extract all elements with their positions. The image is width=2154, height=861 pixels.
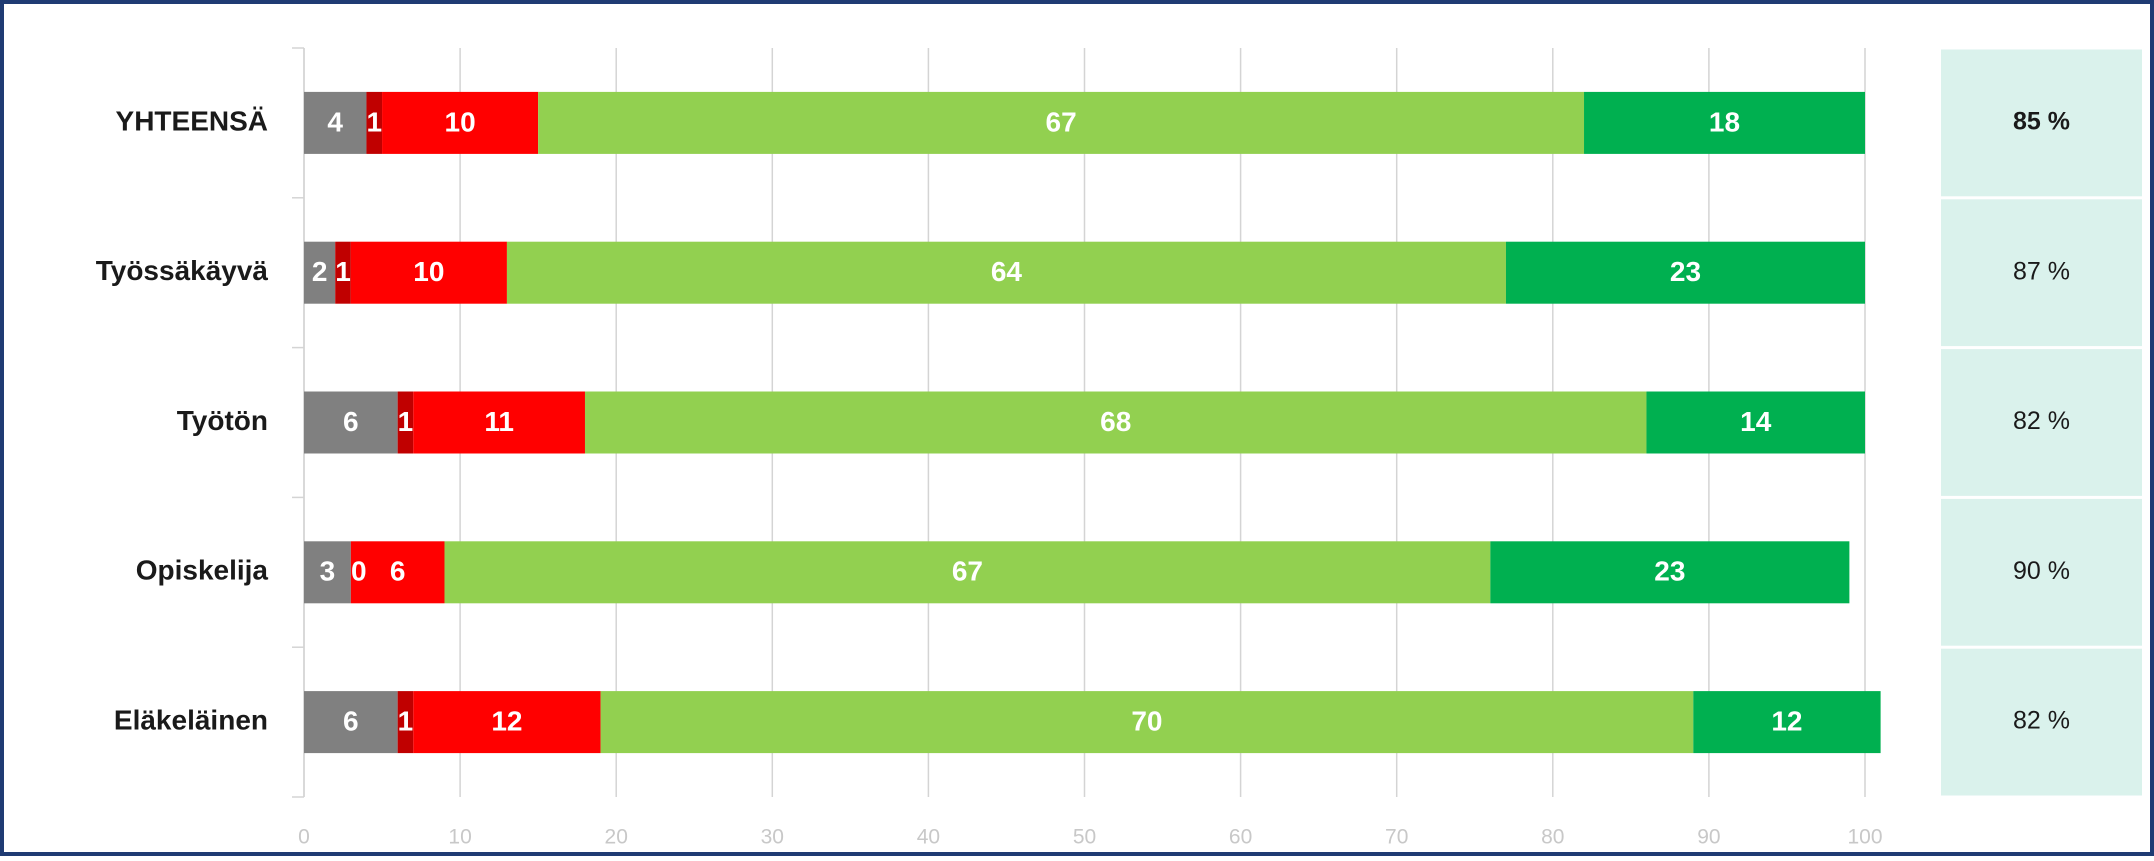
category-label: Työssäkäyvä (96, 255, 269, 286)
total-label: 87 % (2013, 257, 2070, 285)
data-label: 1 (398, 406, 414, 437)
total-label: 82 % (2013, 707, 2070, 735)
total-cell (1941, 199, 2142, 347)
bar-segment (304, 391, 398, 454)
data-label: 14 (1740, 406, 1772, 437)
x-tick-label: 70 (1385, 826, 1408, 849)
bar-segment (304, 691, 398, 754)
bar-segment (1490, 541, 1850, 604)
x-tick-label: 40 (917, 826, 940, 849)
bar-segment (304, 541, 351, 604)
category-label: YHTEENSÄ (116, 105, 268, 136)
x-tick-label: 50 (1073, 826, 1096, 849)
x-tick-label: 60 (1229, 826, 1252, 849)
data-label: 1 (335, 256, 351, 287)
data-label: 10 (413, 256, 444, 287)
bar-segment (600, 691, 1694, 754)
category-label: Opiskelija (136, 555, 269, 586)
data-label: 4 (327, 106, 343, 137)
data-label: 12 (491, 705, 522, 736)
bar-segment (397, 691, 414, 754)
x-tick-label: 20 (605, 826, 628, 849)
data-label: 23 (1670, 256, 1701, 287)
x-tick-label: 100 (1847, 826, 1882, 849)
bar-segment (1646, 391, 1865, 454)
total-label: 85 % (2013, 108, 2070, 136)
bar-segment (335, 241, 351, 304)
total-cell (1941, 498, 2142, 646)
category-label: Työtön (177, 405, 268, 436)
bar-segment (413, 391, 585, 454)
bar-segment (1584, 91, 1865, 154)
data-label: 3 (320, 556, 336, 587)
bar-segment (350, 541, 445, 604)
x-tick-label: 90 (1697, 826, 1720, 849)
total-label: 90 % (2013, 557, 2070, 585)
data-label: 67 (1046, 106, 1077, 137)
data-label: 6 (343, 705, 359, 736)
bar-segment (366, 91, 383, 154)
data-label: 68 (1100, 406, 1131, 437)
data-label: 12 (1771, 705, 1802, 736)
bar-segment (413, 691, 601, 754)
data-label: 10 (445, 106, 476, 137)
bar-segment (304, 241, 336, 304)
total-cell (1941, 349, 2142, 496)
category-label: Eläkeläinen (114, 704, 268, 735)
x-tick-label: 30 (761, 826, 784, 849)
data-label: 1 (366, 106, 382, 137)
x-tick-label: 10 (448, 826, 471, 849)
x-tick-label: 80 (1541, 826, 1564, 849)
total-cell (1941, 648, 2142, 796)
total-label: 82 % (2013, 407, 2070, 435)
data-label: 18 (1709, 106, 1740, 137)
data-label: 67 (952, 556, 983, 587)
bar-segment (304, 91, 367, 154)
bar-segment (1693, 691, 1881, 754)
data-label: 6 (390, 556, 406, 587)
data-label: 2 (312, 256, 328, 287)
bar-segment (506, 241, 1506, 304)
data-label: 11 (484, 406, 514, 437)
total-cell (1941, 49, 2142, 197)
data-label: 64 (991, 256, 1023, 287)
x-tick-label: 0 (298, 826, 310, 849)
bar-segment (382, 91, 539, 154)
data-label: 70 (1131, 705, 1162, 736)
bar-segment (584, 391, 1647, 454)
data-label: 6 (343, 406, 359, 437)
bar-segment (1505, 241, 1865, 304)
bar-segment (397, 391, 414, 454)
data-label: 0 (351, 556, 367, 587)
data-label: 23 (1654, 556, 1685, 587)
bar-segment (444, 541, 1491, 604)
data-label: 1 (398, 705, 414, 736)
bar-segment (350, 241, 507, 304)
bar-segment (538, 91, 1585, 154)
